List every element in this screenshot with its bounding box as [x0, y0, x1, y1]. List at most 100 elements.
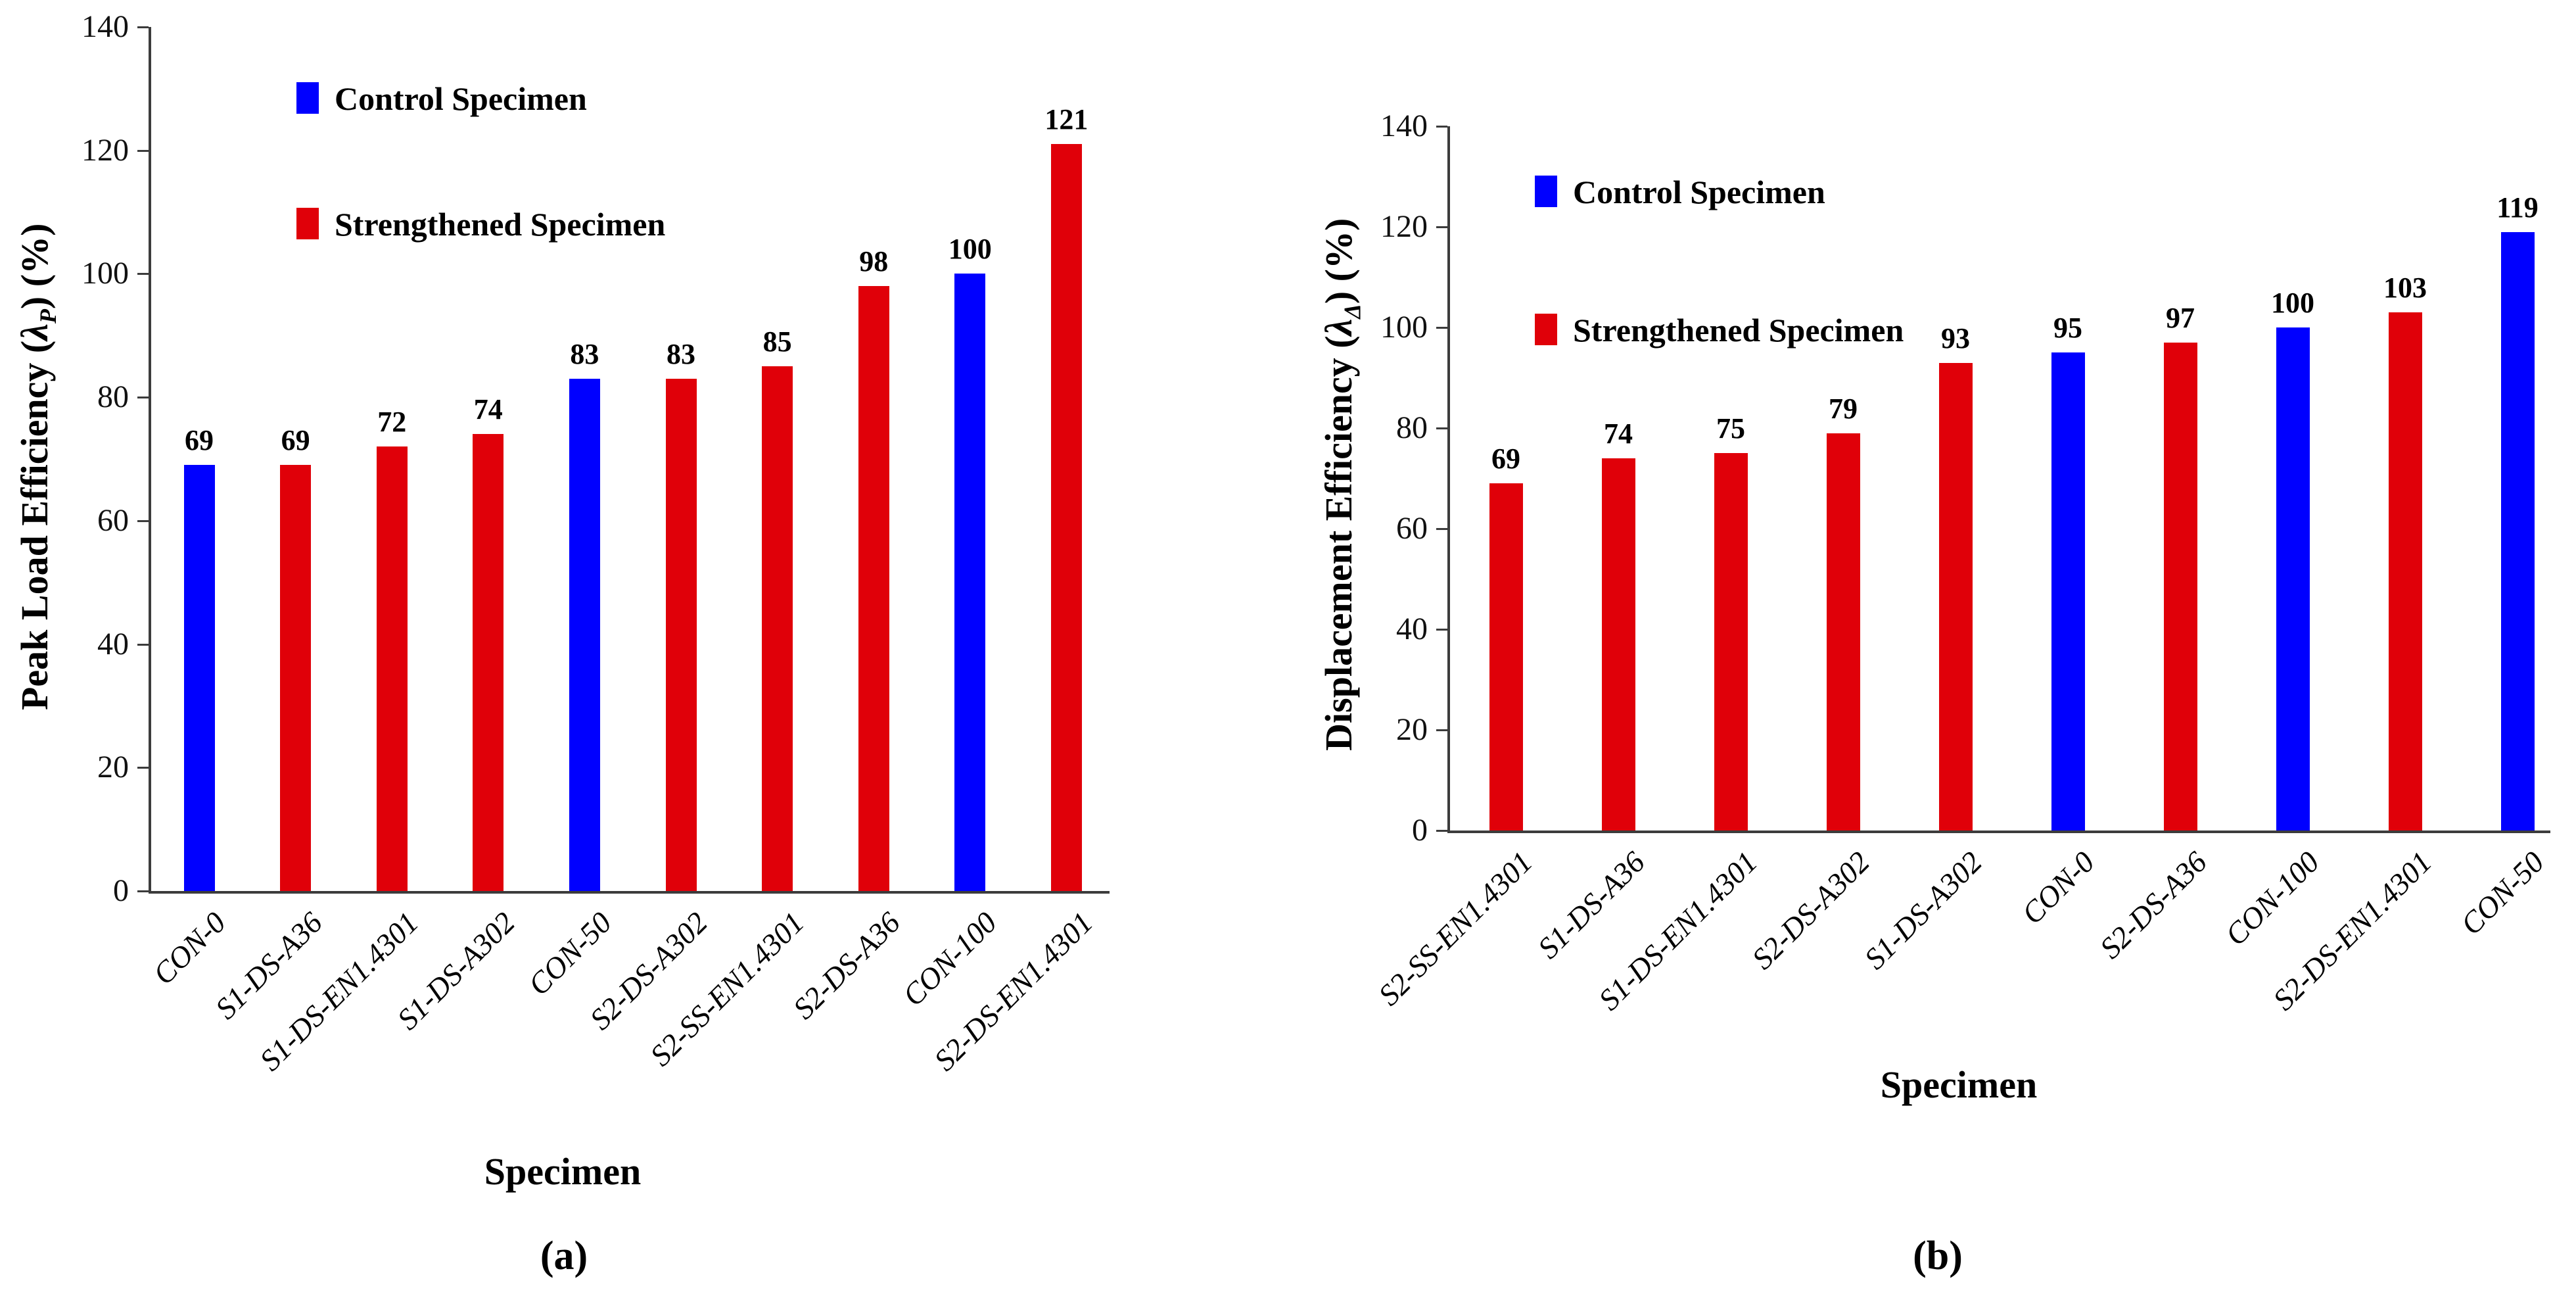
- y-tick-mark: [1436, 629, 1447, 631]
- y-tick-label: 0: [1412, 813, 1428, 848]
- y-tick-label: 20: [1396, 712, 1428, 747]
- bar-S2-DS-A36: [858, 286, 889, 891]
- y-tick-label: 100: [82, 256, 129, 291]
- bar-S2-SS-EN1.4301: [1489, 483, 1523, 831]
- subfigure-label-a: (a): [540, 1234, 588, 1278]
- x-tick-label: S2-DS-A36: [2093, 845, 2214, 965]
- bar-S1-DS-A36: [1601, 458, 1635, 831]
- y-tick-label: 120: [1380, 209, 1428, 244]
- bar-S2-DS-A302: [1826, 433, 1860, 831]
- x-tick-label: CON-50: [2454, 845, 2551, 942]
- bar-value-label: 100: [948, 233, 992, 266]
- y-tick-mark: [1436, 226, 1447, 228]
- bar-value-label: 85: [762, 325, 792, 358]
- bar-CON-50: [569, 378, 600, 891]
- bar-CON-0: [183, 465, 215, 891]
- bar-value-label: 83: [667, 337, 695, 370]
- y-tick-label: 60: [1396, 511, 1428, 546]
- bar-S2-SS-EN1.4301: [762, 366, 793, 891]
- y-tick-mark: [1436, 427, 1447, 429]
- bar-value-label: 100: [2271, 287, 2314, 319]
- bar-value-label: 75: [1716, 412, 1745, 445]
- bar-S2-DS-A36: [2163, 342, 2197, 831]
- bar-value-label: 74: [473, 393, 503, 426]
- x-tick-label: S2-SS-EN1.4301: [1372, 845, 1539, 1012]
- legend-label-strengthened: Strengthened Specimen: [1573, 312, 1904, 349]
- y-tick-mark: [137, 890, 149, 892]
- bar-value-label: 83: [570, 337, 599, 370]
- x-axis-title-a: Specimen: [484, 1150, 642, 1193]
- y-axis-spine: [149, 27, 151, 893]
- bar-value-label: 93: [1941, 322, 1970, 354]
- legend-label-strengthened: Strengthened Specimen: [335, 206, 666, 243]
- x-tick-label: CON-0: [2015, 845, 2101, 931]
- bar-S2-DS-EN1.4301: [1050, 144, 1082, 891]
- y-tick-label: 40: [1396, 612, 1428, 646]
- bar-S1-DS-EN1.4301: [1714, 453, 1748, 831]
- y-tick-label: 60: [97, 502, 129, 538]
- bar-CON-100: [2276, 327, 2310, 831]
- bar-value-label: 119: [2496, 191, 2539, 224]
- bar-value-label: 95: [2053, 312, 2082, 345]
- y-tick-label: 80: [1396, 410, 1428, 445]
- x-tick-label: S1-DS-A302: [1858, 845, 1989, 976]
- y-tick-mark: [137, 26, 149, 28]
- x-axis-title-b: Specimen: [1880, 1063, 2038, 1106]
- bar-value-label: 79: [1829, 392, 1858, 425]
- y-tick-mark: [137, 519, 149, 522]
- y-tick-mark: [137, 273, 149, 276]
- x-tick-label: S1-DS-A36: [1531, 845, 1652, 965]
- bar-value-label: 103: [2383, 272, 2427, 304]
- bar-CON-0: [2051, 352, 2085, 831]
- y-tick-label: 120: [82, 132, 129, 168]
- bar-value-label: 69: [185, 424, 214, 457]
- control-color-swatch: [1535, 176, 1557, 207]
- y-tick-mark: [1436, 126, 1447, 128]
- y-tick-label: 20: [97, 750, 129, 785]
- bar-S1-DS-EN1.4301: [376, 446, 408, 891]
- bar-value-label: 69: [1491, 443, 1520, 475]
- y-axis-spine: [1447, 126, 1450, 832]
- bar-value-label: 98: [859, 245, 889, 278]
- bar-S2-DS-A302: [665, 378, 697, 891]
- strengthened-color-swatch: [1535, 314, 1557, 345]
- bar-CON-100: [954, 274, 986, 891]
- bar-value-label: 97: [2166, 301, 2195, 334]
- y-tick-label: 100: [1380, 310, 1428, 345]
- bar-S1-DS-A36: [280, 465, 312, 891]
- legend-label-control: Control Specimen: [1573, 174, 1825, 210]
- bar-CON-50: [2500, 231, 2535, 831]
- x-axis-line: [149, 891, 1110, 894]
- y-tick-mark: [1436, 528, 1447, 530]
- bar-S2-DS-EN1.4301: [2388, 312, 2422, 831]
- y-tick-mark: [137, 397, 149, 399]
- y-tick-mark: [1436, 327, 1447, 329]
- subfigure-label-b: (b): [1913, 1234, 1963, 1278]
- y-tick-label: 140: [1380, 108, 1428, 143]
- y-tick-mark: [137, 149, 149, 152]
- bar-value-label: 69: [281, 424, 310, 457]
- y-tick-label: 40: [97, 626, 129, 662]
- x-tick-label: S2-DS-A302: [1745, 845, 1877, 976]
- y-tick-label: 140: [82, 9, 129, 44]
- y-tick-mark: [137, 767, 149, 769]
- legend-label-control: Control Specimen: [335, 80, 587, 117]
- x-tick-label: CON-100: [2218, 845, 2326, 952]
- x-axis-line: [1447, 831, 2550, 833]
- y-tick-label: 0: [113, 873, 129, 908]
- bar-value-label: 74: [1604, 417, 1633, 450]
- y-tick-mark: [1436, 830, 1447, 832]
- y-tick-label: 80: [97, 379, 129, 415]
- bar-S1-DS-A302: [1938, 362, 1973, 831]
- bar-S1-DS-A302: [473, 434, 504, 891]
- y-tick-mark: [1436, 729, 1447, 731]
- control-color-swatch: [296, 82, 319, 114]
- strengthened-color-swatch: [296, 208, 319, 239]
- bar-value-label: 72: [377, 406, 407, 439]
- bar-value-label: 121: [1044, 103, 1089, 136]
